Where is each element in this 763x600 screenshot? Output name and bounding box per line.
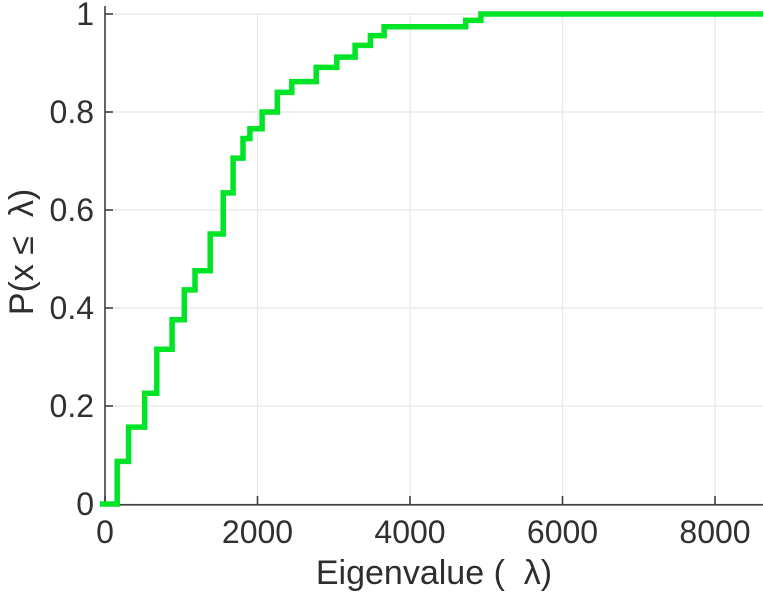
x-tick-label: 4000	[374, 514, 445, 550]
x-tick-label: 8000	[679, 514, 750, 550]
y-tick-label: 1	[76, 0, 94, 32]
x-tick-label: 0	[96, 514, 114, 550]
x-axis-label: Eigenvalue ( λ)	[315, 554, 553, 592]
x-tick-label: 2000	[222, 514, 293, 550]
ecdf-step-curve	[100, 11, 763, 507]
y-axis-label: P(x ≤ λ)	[3, 188, 41, 316]
y-tick-label: 0.2	[50, 388, 94, 424]
y-tick-label: 0.6	[50, 192, 94, 228]
y-tick-label: 0.8	[50, 94, 94, 130]
y-tick-label: 0	[76, 486, 94, 522]
y-tick-label: 0.4	[50, 290, 94, 326]
x-tick-label: 6000	[527, 514, 598, 550]
